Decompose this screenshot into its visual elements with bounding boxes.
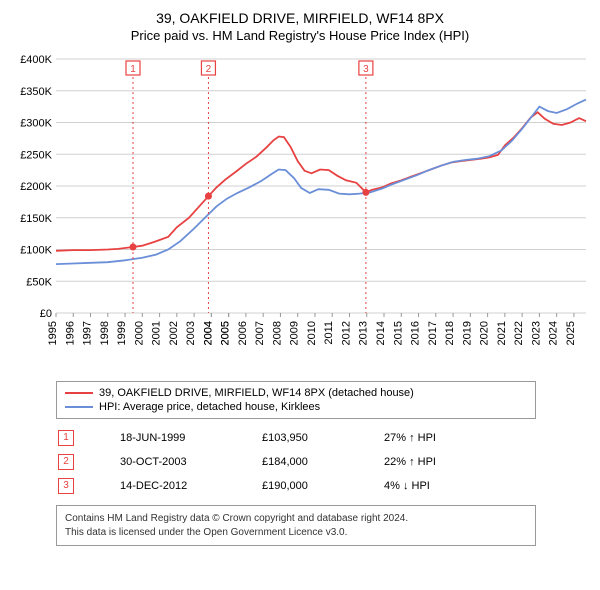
x-axis-label: 2013	[358, 321, 370, 345]
legend-swatch	[65, 392, 93, 394]
x-axis-label: 2002	[168, 321, 180, 345]
event-price: £184,000	[262, 451, 382, 473]
x-axis-label: 1996	[64, 321, 76, 345]
x-axis-label: 2021	[496, 321, 508, 345]
x-axis-label: 2022	[513, 321, 525, 345]
event-num-box: 2	[58, 454, 74, 470]
legend-row: HPI: Average price, detached house, Kirk…	[65, 400, 527, 414]
event-delta: 27% ↑ HPI	[384, 427, 446, 449]
event-date: 14-DEC-2012	[120, 475, 260, 497]
legend-label: HPI: Average price, detached house, Kirk…	[99, 401, 320, 413]
y-axis-label: £250K	[20, 149, 52, 161]
x-axis-label: 2010	[306, 321, 318, 345]
x-axis-label: 2005	[220, 321, 232, 345]
y-axis-label: £100K	[20, 245, 52, 257]
x-axis-label: 2016	[410, 321, 422, 345]
event-num-box: 3	[58, 478, 74, 494]
x-axis-label: 2009	[289, 321, 301, 345]
event-row: 2 30-OCT-2003£184,00022% ↑ HPI	[58, 451, 446, 473]
x-axis-label: 2006	[237, 321, 249, 345]
x-axis-label: 2011	[323, 321, 335, 345]
sale-marker-dot	[129, 243, 136, 250]
event-row: 3 14-DEC-2012£190,0004% ↓ HPI	[58, 475, 446, 497]
x-axis-label: 2015	[392, 321, 404, 345]
event-date: 30-OCT-2003	[120, 451, 260, 473]
x-axis-label: 2000	[133, 321, 145, 345]
series-hpi	[56, 100, 586, 265]
x-axis-label: 2014	[375, 321, 387, 345]
x-axis-label: 2018	[444, 321, 456, 345]
x-axis-label: 1997	[82, 321, 94, 345]
event-delta: 4% ↓ HPI	[384, 475, 446, 497]
x-axis-label: 2007	[254, 321, 266, 345]
footer-box: Contains HM Land Registry data © Crown c…	[56, 505, 536, 546]
footer-line-2: This data is licensed under the Open Gov…	[65, 526, 527, 540]
x-axis-label: 2004	[202, 321, 214, 345]
legend-row: 39, OAKFIELD DRIVE, MIRFIELD, WF14 8PX (…	[65, 386, 527, 400]
event-price: £103,950	[262, 427, 382, 449]
event-price: £190,000	[262, 475, 382, 497]
chart-svg: £0 £50K £100K £150K £200K £250K £300K £350K £400…	[10, 51, 590, 371]
legend-label: 39, OAKFIELD DRIVE, MIRFIELD, WF14 8PX (…	[99, 387, 414, 399]
x-axis-label: 1998	[99, 321, 111, 345]
events-table: 1 18-JUN-1999£103,95027% ↑ HPI 2 30-OCT-200…	[56, 425, 448, 499]
series-price_paid	[56, 112, 586, 251]
x-axis-label: 1999	[116, 321, 128, 345]
event-date: 18-JUN-1999	[120, 427, 260, 449]
chart-title-block: 39, OAKFIELD DRIVE, MIRFIELD, WF14 8PX P…	[10, 10, 590, 43]
y-axis-label: £50K	[26, 276, 52, 288]
chart-title-main: 39, OAKFIELD DRIVE, MIRFIELD, WF14 8PX	[10, 10, 590, 26]
y-axis-label: £300K	[20, 118, 52, 130]
x-axis-label: 2008	[271, 321, 283, 345]
y-axis-label: £350K	[20, 86, 52, 98]
legend-box: 39, OAKFIELD DRIVE, MIRFIELD, WF14 8PX (…	[56, 381, 536, 419]
footer-line-1: Contains HM Land Registry data © Crown c…	[65, 512, 527, 526]
legend-swatch	[65, 406, 93, 408]
sale-marker-num: 1	[130, 64, 136, 75]
y-axis-label: £200K	[20, 181, 52, 193]
x-axis-label: 2023	[530, 321, 542, 345]
x-axis-label: 2012	[340, 321, 352, 345]
x-axis-label: 2001	[151, 321, 163, 345]
y-axis-label: £0	[40, 308, 52, 320]
chart-title-sub: Price paid vs. HM Land Registry's House …	[10, 28, 590, 43]
event-num-box: 1	[58, 430, 74, 446]
sale-marker-num: 3	[363, 64, 369, 75]
x-axis-label: 2017	[427, 321, 439, 345]
x-axis-label: 2024	[548, 321, 560, 345]
x-axis-label: 2003	[185, 321, 197, 345]
y-axis-label: £150K	[20, 213, 52, 225]
y-axis-label: £400K	[20, 54, 52, 66]
sale-marker-num: 2	[206, 64, 212, 75]
x-axis-label: 2019	[461, 321, 473, 345]
event-delta: 22% ↑ HPI	[384, 451, 446, 473]
x-axis-label: 2025	[565, 321, 577, 345]
sale-marker-dot	[205, 193, 212, 200]
x-axis-label: 2020	[479, 321, 491, 345]
chart-area: £0 £50K £100K £150K £200K £250K £300K £350K £400…	[10, 51, 590, 371]
sale-marker-dot	[362, 189, 369, 196]
event-row: 1 18-JUN-1999£103,95027% ↑ HPI	[58, 427, 446, 449]
x-axis-label: 1995	[47, 321, 59, 345]
